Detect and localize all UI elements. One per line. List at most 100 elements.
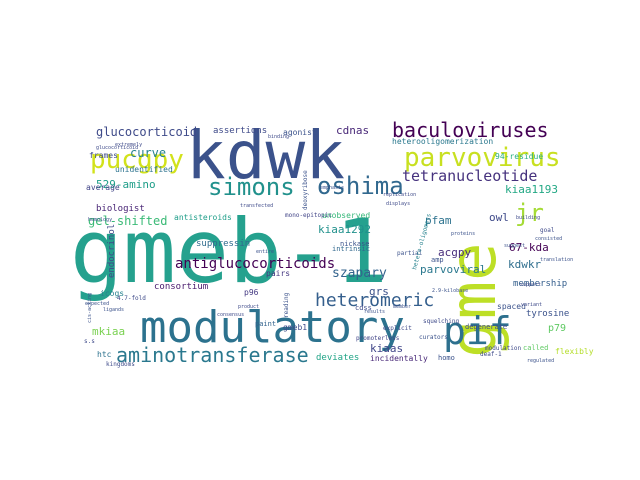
cloud-word: grs (369, 285, 389, 298)
cloud-word: member (393, 304, 411, 310)
cloud-word: expected (85, 301, 109, 307)
cloud-word: binding (268, 134, 289, 140)
cloud-word: 4.7-fold (117, 295, 146, 302)
cloud-word: suggest (504, 243, 525, 249)
cloud-word: transfected (240, 203, 273, 209)
cloud-word: kdwk (186, 117, 345, 194)
cloud-word: gmeb1 (283, 323, 307, 332)
cloud-word: replication (383, 192, 416, 198)
cloud-word: regulated (527, 358, 554, 364)
cloud-word: called (523, 344, 548, 352)
cloud-word: homology (88, 217, 112, 223)
cloud-word: emphasis (320, 185, 344, 191)
cloud-word: nickase (340, 240, 370, 248)
cloud-word: s.s (84, 338, 95, 345)
cloud-word: consortium (154, 282, 208, 292)
cloud-word: htc (97, 350, 112, 359)
cloud-word: unidentified (115, 165, 173, 174)
cloud-word: amp (431, 256, 444, 264)
cloud-word: simons (208, 173, 295, 201)
cloud-word: consensus (217, 312, 244, 318)
cloud-word: 94-residue (495, 152, 543, 161)
cloud-word: variant (521, 302, 542, 308)
cloud-word: tyrosine (526, 309, 569, 319)
cloud-word: 2.9-kilobase (432, 288, 468, 294)
cloud-word: deviates (316, 353, 359, 363)
cloud-word: deoxyribose (302, 170, 309, 210)
cloud-word: promoterless (356, 335, 400, 342)
cloud-word: deaf-1 (480, 351, 502, 358)
cloud-word: average (86, 183, 120, 192)
cloud-word: gmeb-1 (70, 200, 388, 303)
cloud-word: owl (489, 211, 509, 224)
cloud-word: heterooligomerization (392, 137, 493, 146)
cloud-word: pif (443, 309, 512, 353)
cloud-word: hetero-oligomers (411, 213, 433, 271)
cloud-word: kiaas (370, 342, 403, 355)
cloud-word: 67-kda (509, 241, 549, 254)
cloud-word: pucgpy (90, 145, 184, 175)
cloud-word: p79 (548, 323, 566, 334)
cloud-word: antisteroids (174, 213, 232, 222)
cloud-word: mkiaa (92, 325, 125, 338)
cloud-word: kiaa1292 (318, 223, 371, 236)
cloud-word: acgpy (438, 246, 471, 259)
cloud-word: unobserved (322, 211, 370, 220)
cloud-word: flexibly (555, 347, 594, 356)
cloud-word: extremely (115, 142, 142, 148)
cloud-word: support (520, 282, 541, 288)
cloud-word: curve (130, 146, 166, 160)
cloud-word: cdnas (336, 124, 369, 137)
cloud-word: p96 (244, 288, 259, 297)
cloud-word: frames (89, 151, 118, 160)
cloud-word: building (516, 215, 540, 221)
cloud-word: baculoviruses (392, 118, 549, 142)
cloud-word: incidentally (370, 354, 428, 363)
cloud-word: goal (540, 227, 555, 234)
cloud-word: product (238, 304, 259, 310)
cloud-word: degenerate (465, 323, 507, 331)
cloud-word: mono-epitopic (285, 212, 332, 219)
cloud-word: cis-acting (87, 293, 93, 323)
cloud-word: membership (513, 279, 567, 289)
cloud-word: kiaa1193 (505, 183, 558, 196)
cloud-word: displays (386, 201, 410, 207)
cloud-word: biologist (96, 204, 145, 214)
cloud-word: pairs (266, 269, 290, 278)
cloud-word: glucocorticoid (96, 145, 138, 151)
cloud-word: antiglucocorticoids (175, 256, 335, 272)
cloud-word: suppressin (196, 239, 250, 249)
cloud-word: aminotransferase (116, 343, 309, 367)
cloud-word: pfam (425, 214, 452, 227)
cloud-word: jr (515, 199, 544, 227)
cloud-word: szapary (332, 266, 387, 281)
cloud-word: partial (397, 250, 423, 257)
cloud-word: gel-shifted (88, 214, 167, 228)
cloud-word: curators (419, 334, 448, 341)
cloud-word: icogs (100, 289, 124, 298)
cloud-word: modulation (485, 345, 522, 352)
cloud-word: explicit (383, 325, 412, 332)
cloud-word: oshima (317, 172, 404, 200)
cloud-word: consisted (535, 236, 562, 242)
cloud-word: glucocorticoid (96, 125, 197, 139)
cloud-word: assertions (213, 126, 267, 136)
cloud-word: parvovirus (404, 143, 561, 173)
cloud-word: tetranucleotide (402, 167, 537, 185)
cloud-word: paint (255, 320, 276, 328)
cloud-word: squelching (423, 318, 460, 325)
cloud-word: spaced (497, 302, 526, 311)
cloud-word: proteins (451, 231, 475, 237)
cloud-word: kingdoms (106, 361, 135, 368)
cloud-word: results (364, 309, 385, 315)
cloud-word: intrinsic (332, 245, 370, 253)
cloud-word: cdss (355, 304, 372, 312)
cloud-word: parvoviral (420, 263, 486, 276)
cloud-word: translation (540, 257, 573, 263)
cloud-word: kdwkr (508, 258, 541, 271)
cloud-word: homo (438, 354, 455, 362)
cloud-word: entire (256, 249, 274, 255)
cloud-word: ligands (103, 307, 124, 313)
cloud-word: reading (283, 292, 290, 318)
